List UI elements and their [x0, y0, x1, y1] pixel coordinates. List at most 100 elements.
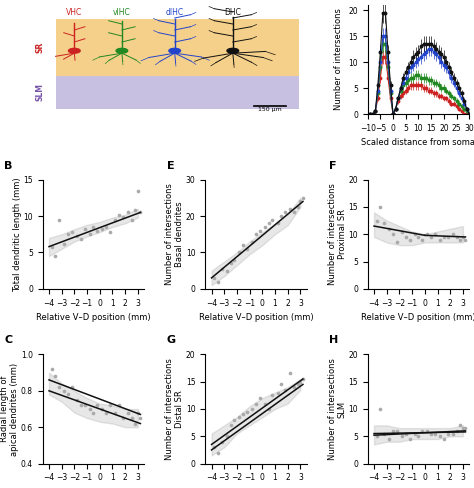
Point: [119, 414, 127, 422]
Point: [449, 429, 456, 437]
Point: [227, 260, 234, 267]
Point: [415, 432, 422, 440]
Point: [236, 413, 243, 421]
Point: [294, 203, 301, 211]
Point: [93, 402, 101, 409]
Point: [86, 405, 93, 413]
Circle shape: [116, 48, 128, 53]
Point: [61, 387, 68, 395]
Point: [86, 230, 93, 238]
Text: VHC: VHC: [66, 8, 82, 17]
Point: [73, 232, 81, 240]
Point: [124, 409, 131, 417]
Point: [111, 216, 119, 224]
Point: [290, 383, 298, 391]
Point: [81, 225, 88, 233]
Point: [48, 365, 55, 373]
Point: [398, 432, 406, 440]
Point: [462, 424, 469, 432]
Point: [431, 429, 439, 437]
Text: H: H: [329, 335, 338, 346]
Point: [214, 278, 222, 285]
Point: [93, 227, 101, 235]
Point: [376, 203, 384, 211]
Point: [68, 383, 76, 391]
Point: [227, 422, 234, 429]
Point: [274, 389, 282, 397]
Point: [278, 381, 285, 388]
Point: [406, 435, 413, 443]
X-axis label: Scaled distance from soma: Scaled distance from soma: [362, 139, 474, 147]
Point: [239, 241, 247, 249]
X-axis label: Relative V–D position (mm): Relative V–D position (mm): [36, 313, 151, 322]
Point: [261, 223, 269, 231]
Point: [449, 230, 456, 238]
Point: [444, 233, 451, 241]
Point: [77, 235, 84, 243]
Text: G: G: [166, 335, 176, 346]
Point: [376, 405, 384, 413]
Point: [459, 233, 467, 241]
Point: [389, 230, 397, 238]
Point: [453, 233, 460, 241]
Point: [64, 230, 72, 238]
Point: [411, 429, 419, 437]
Point: [111, 409, 119, 417]
Point: [456, 236, 464, 244]
Y-axis label: Number of intersections
Proximal SR: Number of intersections Proximal SR: [328, 183, 347, 285]
Point: [286, 369, 294, 377]
Text: E: E: [166, 161, 174, 171]
Point: [424, 427, 431, 435]
Bar: [56, 76, 299, 109]
Point: [252, 400, 260, 407]
Circle shape: [169, 48, 181, 53]
Point: [102, 223, 110, 231]
Point: [440, 233, 447, 241]
Point: [102, 409, 110, 417]
Point: [393, 239, 401, 246]
Point: [243, 245, 251, 253]
Point: [77, 402, 84, 409]
Point: [55, 216, 63, 224]
Point: [236, 248, 243, 256]
Point: [274, 220, 282, 227]
Point: [230, 416, 238, 424]
Point: [134, 186, 142, 194]
Point: [453, 427, 460, 435]
Text: A: A: [24, 0, 33, 1]
Point: [218, 265, 226, 273]
Text: C: C: [4, 335, 12, 346]
Y-axis label: Number of intersections: Number of intersections: [334, 9, 343, 110]
Point: [411, 230, 419, 238]
Y-axis label: Number of intersections
Distal SR: Number of intersections Distal SR: [165, 358, 184, 460]
Text: dIHC: dIHC: [165, 8, 184, 17]
Y-axis label: Number of intersections
SLM: Number of intersections SLM: [328, 358, 347, 460]
Point: [99, 225, 106, 233]
Text: B: B: [4, 161, 12, 171]
Point: [299, 194, 307, 202]
Point: [68, 228, 76, 236]
Point: [248, 238, 256, 245]
Point: [419, 236, 426, 244]
Point: [265, 405, 273, 413]
Point: [73, 396, 81, 404]
Point: [124, 208, 131, 216]
Point: [282, 386, 289, 394]
Point: [81, 402, 88, 409]
Point: [48, 243, 55, 250]
Point: [223, 432, 230, 440]
Point: [52, 252, 59, 260]
Point: [381, 220, 388, 227]
Point: [239, 410, 247, 418]
Point: [436, 432, 444, 440]
Point: [398, 227, 406, 235]
Point: [218, 438, 226, 446]
Point: [137, 414, 144, 422]
Point: [278, 212, 285, 220]
X-axis label: Relative V–D position (mm): Relative V–D position (mm): [361, 313, 474, 322]
Point: [256, 394, 264, 402]
Point: [385, 435, 393, 443]
Point: [402, 429, 410, 437]
Point: [214, 449, 222, 457]
Point: [223, 267, 230, 275]
